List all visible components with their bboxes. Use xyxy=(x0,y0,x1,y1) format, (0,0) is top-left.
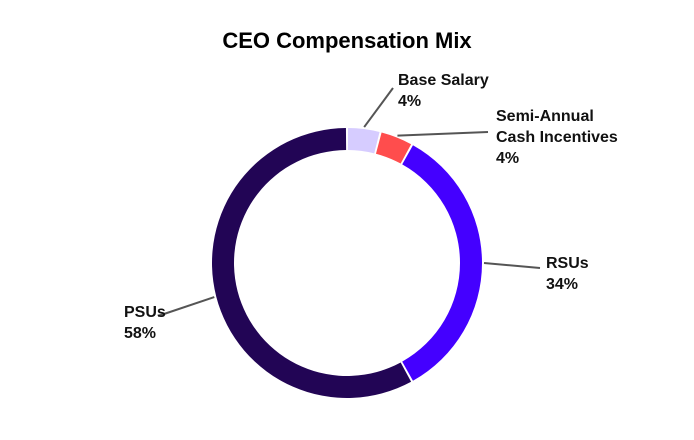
slice-category-label: PSUs xyxy=(124,304,166,321)
donut-slice-base-salary xyxy=(347,128,380,154)
slice-labels: Base Salary 4% Semi-Annual Cash Incentives 4… xyxy=(124,72,618,342)
slice-category-label: Semi-Annual xyxy=(496,108,594,125)
chart-title: CEO Compensation Mix xyxy=(222,28,472,53)
leader-line-base-salary xyxy=(363,87,394,128)
slice-value-label: 58% xyxy=(124,325,156,342)
leader-line-rsus xyxy=(483,262,541,269)
slice-label-base-salary: Base Salary 4% xyxy=(398,72,489,110)
slice-label-semi-annual-cash-incentives: Semi-Annual Cash Incentives 4% xyxy=(496,108,618,167)
slice-value-label: 4% xyxy=(398,93,421,110)
slice-category-label: RSUs xyxy=(546,255,589,272)
donut-slice-semi-annual-cash-incentives xyxy=(375,132,412,164)
slice-category-label: Cash Incentives xyxy=(496,129,618,146)
donut-slices xyxy=(211,128,482,399)
donut-slice-rsus xyxy=(402,145,482,381)
slice-category-label: Base Salary xyxy=(398,72,489,89)
slice-label-psus: PSUs 58% xyxy=(124,304,166,342)
leader-line-psus xyxy=(157,296,215,317)
slice-label-rsus: RSUs 34% xyxy=(546,255,589,293)
slice-value-label: 4% xyxy=(496,150,519,167)
donut-slice-psus xyxy=(211,128,412,399)
leader-line-semi-annual-cash-incentives xyxy=(397,131,489,137)
slice-value-label: 34% xyxy=(546,276,578,293)
leader-lines xyxy=(157,87,541,317)
